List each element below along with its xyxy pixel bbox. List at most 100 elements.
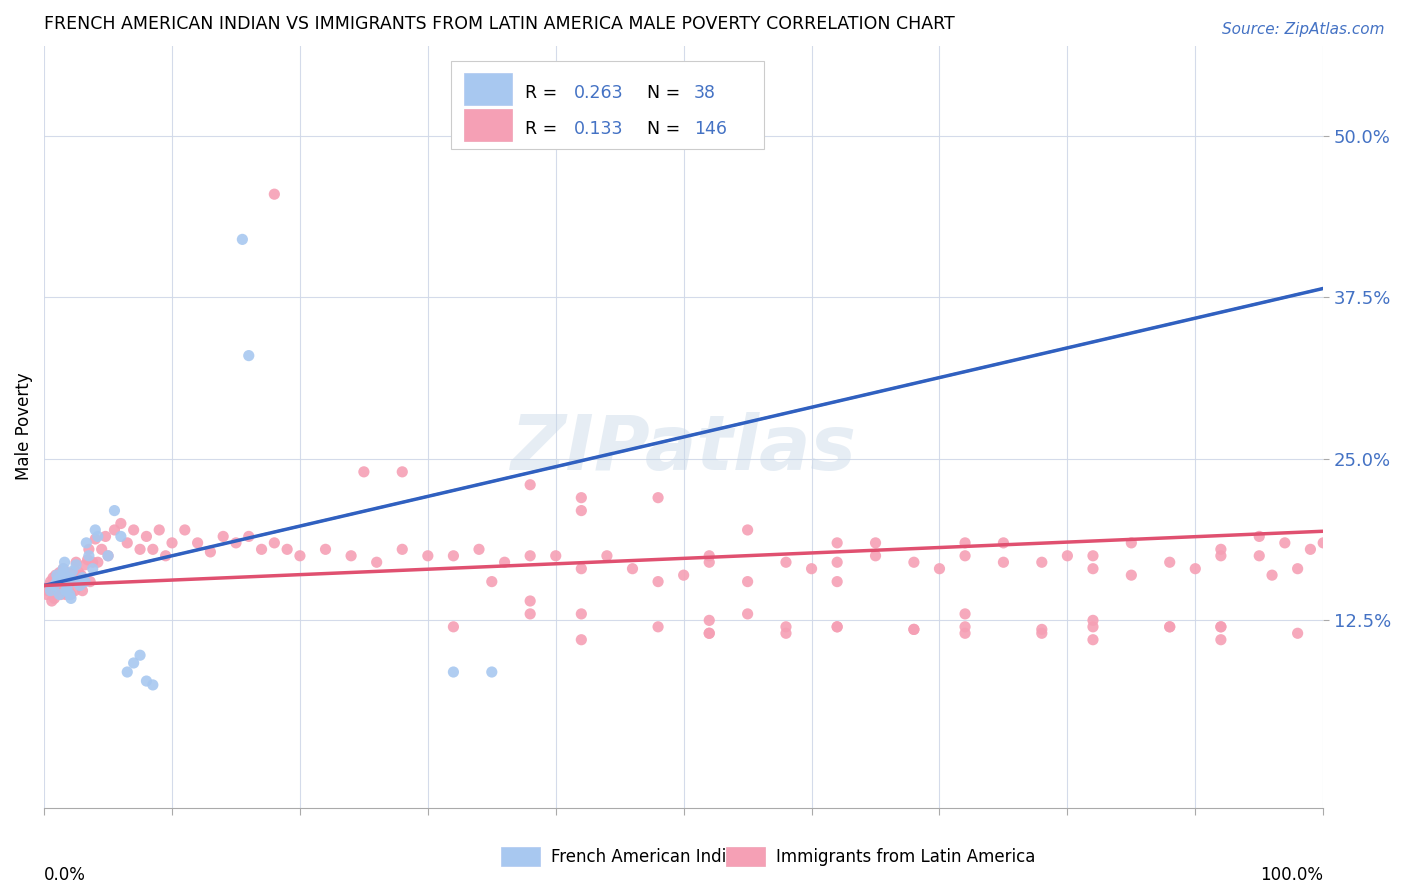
Point (75, 536, 97, 550)
Point (737, 523, 759, 537)
Point (263, 187, 285, 202)
Point (1081, 549, 1104, 563)
Point (129, 542, 152, 557)
Point (569, 632, 592, 647)
Point (1081, 632, 1104, 647)
Point (1249, 529, 1271, 543)
Point (775, 620, 797, 634)
Point (519, 549, 541, 563)
Point (155, 549, 177, 563)
Point (1121, 568, 1143, 582)
Point (519, 477, 541, 491)
Point (672, 568, 695, 582)
Point (1286, 562, 1309, 576)
Point (519, 594, 541, 608)
Point (1056, 549, 1078, 563)
Point (187, 536, 209, 550)
Point (903, 555, 925, 569)
Point (45, 568, 67, 582)
Text: ZIPatlas: ZIPatlas (510, 412, 856, 486)
Point (48, 588, 70, 602)
Point (494, 555, 516, 569)
Point (84, 523, 107, 537)
Point (39, 574, 62, 589)
Point (697, 626, 720, 640)
Point (59, 588, 82, 602)
Text: N =: N = (647, 120, 685, 138)
Point (353, 465, 375, 479)
Point (1031, 623, 1053, 637)
Point (84, 532, 107, 546)
Point (69, 574, 91, 589)
Point (1121, 536, 1143, 550)
Point (45, 568, 67, 582)
Point (52, 562, 75, 576)
Point (59, 571, 82, 585)
Point (53, 555, 76, 569)
Point (569, 491, 592, 505)
Point (775, 555, 797, 569)
Point (65, 574, 87, 589)
Point (59, 591, 82, 606)
Point (56, 574, 79, 589)
Point (1081, 562, 1104, 576)
Point (953, 536, 976, 550)
Point (48, 566, 70, 580)
FancyBboxPatch shape (451, 61, 765, 149)
Point (87, 529, 110, 543)
Point (58, 583, 80, 598)
Point (60, 564, 83, 578)
Point (62, 574, 84, 589)
Point (697, 626, 720, 640)
Point (596, 549, 619, 563)
Point (953, 620, 976, 634)
Point (117, 665, 139, 679)
Text: 146: 146 (695, 120, 727, 138)
Point (1209, 549, 1232, 563)
Point (569, 607, 592, 621)
Point (737, 574, 759, 589)
Point (238, 529, 260, 543)
Point (315, 542, 337, 557)
Point (903, 623, 925, 637)
Point (56, 581, 79, 595)
Point (1312, 536, 1334, 550)
Point (79, 574, 101, 589)
Text: FRENCH AMERICAN INDIAN VS IMMIGRANTS FROM LATIN AMERICA MALE POVERTY CORRELATION: FRENCH AMERICAN INDIAN VS IMMIGRANTS FRO… (44, 15, 955, 33)
Point (647, 491, 669, 505)
Point (621, 562, 644, 576)
Point (1159, 555, 1181, 569)
Point (1031, 626, 1053, 640)
Point (97, 549, 120, 563)
Point (87, 555, 110, 569)
Point (865, 549, 887, 563)
Point (49, 571, 72, 585)
Point (366, 555, 388, 569)
Point (953, 549, 976, 563)
Point (94, 529, 117, 543)
Point (122, 523, 145, 537)
Text: R =: R = (524, 120, 562, 138)
Point (1249, 549, 1271, 563)
Point (647, 620, 669, 634)
Point (825, 555, 848, 569)
Point (35, 588, 58, 602)
Text: 0.133: 0.133 (574, 120, 623, 138)
Point (737, 607, 759, 621)
Point (697, 549, 720, 563)
Point (59, 588, 82, 602)
Point (72, 571, 94, 585)
Point (340, 549, 363, 563)
Point (41, 594, 63, 608)
Point (66, 574, 89, 589)
Point (56, 578, 79, 592)
Point (1286, 626, 1309, 640)
Point (60, 566, 83, 580)
Point (1209, 620, 1232, 634)
Point (288, 549, 311, 563)
Point (53, 568, 76, 582)
Point (1209, 620, 1232, 634)
Point (148, 523, 170, 537)
Point (90, 542, 112, 557)
Point (391, 542, 413, 557)
